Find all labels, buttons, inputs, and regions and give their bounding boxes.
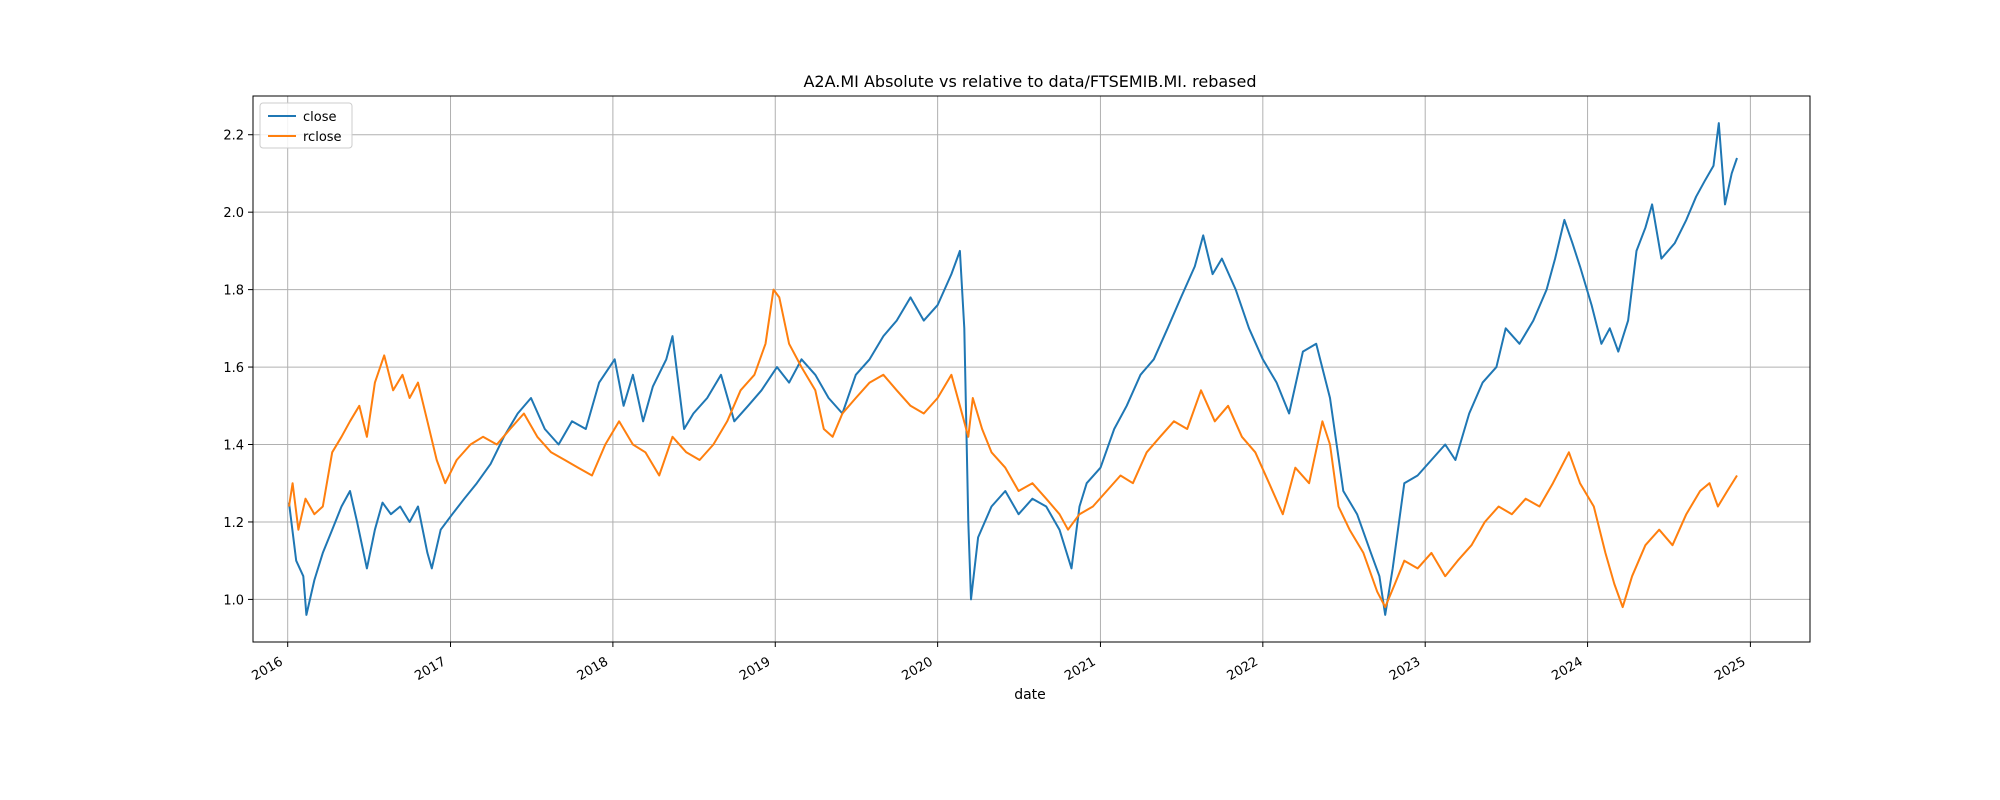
y-tick-label: 1.6 [223,361,244,376]
y-axis: 1.0 1.2 1.4 1.6 1.8 2.0 2.2 [223,129,253,608]
legend-label-rclose: rclose [303,130,342,145]
chart-title: A2A.MI Absolute vs relative to data/FTSE… [803,72,1256,91]
y-tick-label: 1.8 [223,284,244,299]
series-layer [288,122,1738,616]
y-tick-label: 1.4 [223,439,244,454]
grid-lines [253,96,1810,642]
series-line-rclose [288,288,1738,609]
legend-label-close: close [303,110,336,125]
legend: close rclose [259,102,353,149]
x-axis-title: date [1014,687,1046,703]
y-tick-label: 2.0 [223,206,244,221]
y-tick-label: 1.2 [223,516,244,531]
y-tick-label: 1.0 [223,593,244,608]
series-line-close [288,122,1738,616]
plot-frame [252,95,1811,643]
y-tick-label: 2.2 [223,129,244,144]
